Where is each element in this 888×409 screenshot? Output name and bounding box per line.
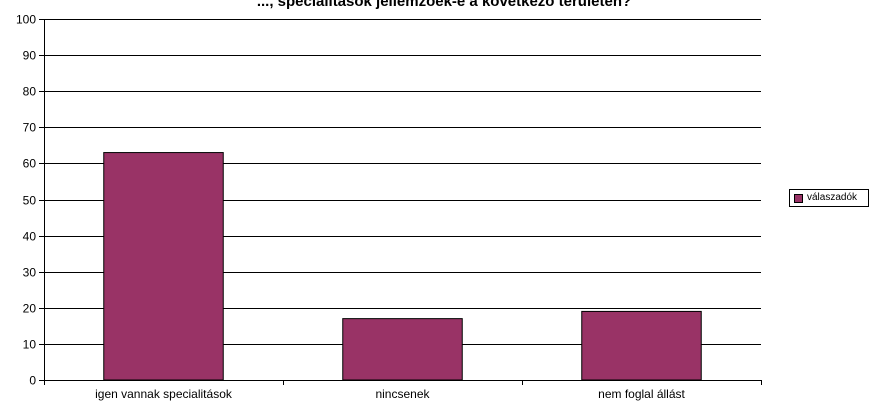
y-tick-label: 40 bbox=[23, 230, 37, 244]
y-tick-label: 20 bbox=[23, 302, 37, 316]
bar bbox=[581, 310, 702, 381]
x-tick-label: nem foglal állást bbox=[598, 387, 685, 401]
y-tick-label: 30 bbox=[23, 266, 37, 280]
legend-swatch bbox=[794, 194, 803, 203]
bars bbox=[103, 152, 702, 381]
y-tick-label: 80 bbox=[23, 85, 37, 99]
x-tick-label: nincsenek bbox=[375, 387, 430, 401]
bar bbox=[103, 152, 224, 381]
x-tick-label: igen vannak specialitások bbox=[95, 387, 233, 401]
y-tick-label: 60 bbox=[23, 157, 37, 171]
legend-label: válaszadók bbox=[807, 192, 858, 203]
y-axis-ticks: 0 10 20 30 40 50 60 70 80 90 100 bbox=[16, 13, 44, 388]
y-tick-label: 70 bbox=[23, 121, 37, 135]
y-tick-label: 90 bbox=[23, 49, 37, 63]
y-tick-label: 10 bbox=[23, 338, 37, 352]
bar bbox=[342, 318, 463, 381]
x-axis-ticks: igen vannak specialitások nincsenek nem fo… bbox=[44, 380, 762, 401]
y-tick-label: 100 bbox=[16, 13, 36, 27]
y-tick-label: 50 bbox=[23, 194, 37, 208]
chart-title: ..., specialitások jellemzőek-e a követk… bbox=[256, 0, 632, 10]
y-tick-label: 0 bbox=[29, 374, 36, 388]
legend: válaszadók bbox=[789, 189, 869, 207]
